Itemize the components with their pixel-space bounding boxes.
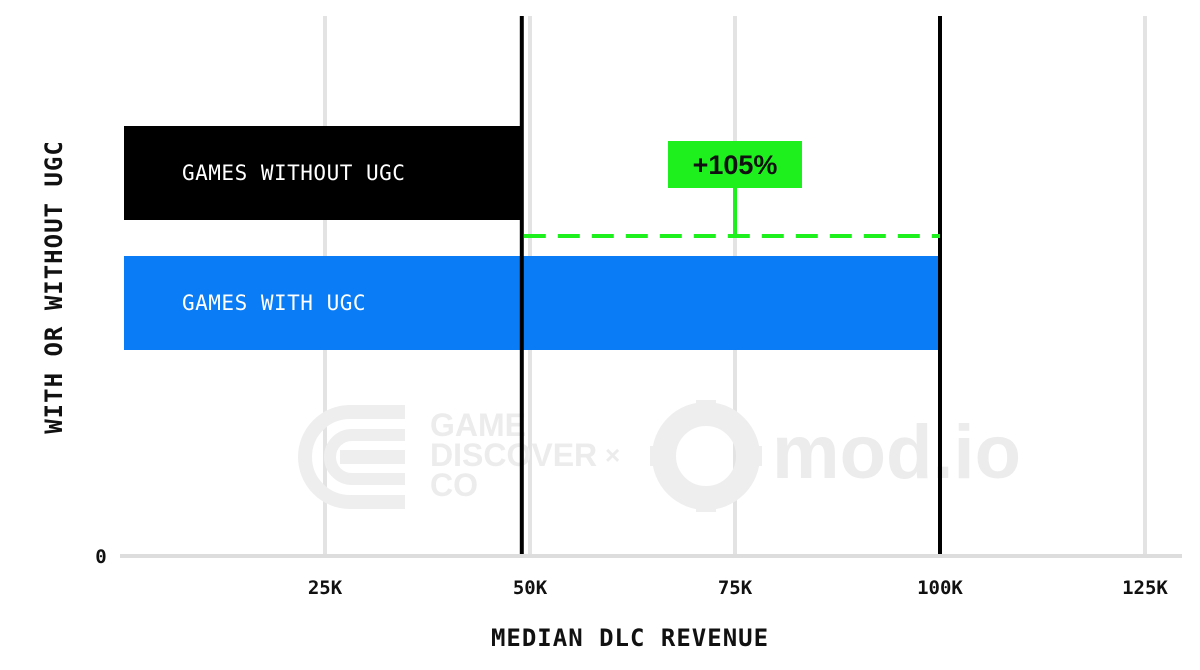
watermark: GAME DISCOVER CO × mod.io [298,400,1021,512]
y-axis-title: WITH OR WITHOUT UGC [40,140,68,434]
bar-label-2: GAMES WITH UGC [182,291,366,315]
bar-label-1: GAMES WITHOUT UGC [182,161,405,185]
watermark-line-2: DISCOVER [430,437,597,473]
bar-2 [124,256,940,350]
watermark-line-3: CO [430,467,478,503]
reference-lines [519,16,942,556]
bars: GAMES WITHOUT UGC GAMES WITH UGC [124,126,940,350]
watermark-line-1: GAME [430,407,526,443]
x-tick-125K: 125K [1122,577,1168,599]
y-zero-label: 0 [95,546,106,568]
annotation-box [668,141,802,188]
watermark-modio: mod.io [772,410,1021,495]
watermark-separator: × [605,440,620,470]
x-tick-25K: 25K [308,577,343,599]
bar-1 [124,126,522,220]
x-axis-title: MEDIAN DLC REVENUE [491,624,769,652]
gamediscoverco-logo-icon [298,405,405,509]
x-tick-100K: 100K [917,577,963,599]
annotation: +105% [523,141,940,238]
annotation-label: +105% [693,150,778,180]
x-tick-50K: 50K [513,577,548,599]
x-tick-75K: 75K [718,577,753,599]
x-tick-labels: 25K 50K 75K 100K 125K [308,577,1169,599]
modio-gear-icon [650,400,762,512]
